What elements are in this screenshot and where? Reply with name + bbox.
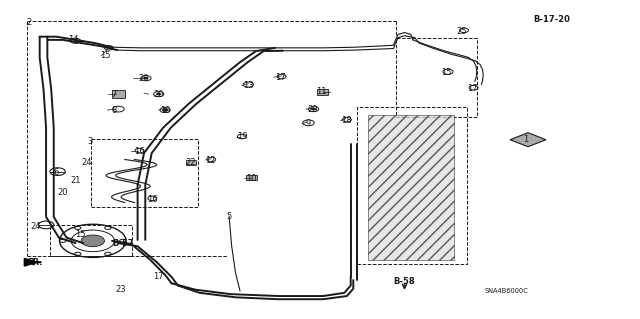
Text: 24: 24 [30,222,40,231]
Text: 15: 15 [442,68,452,77]
Text: 8: 8 [111,106,116,115]
Text: 1: 1 [524,135,529,144]
Text: 10: 10 [246,174,256,182]
Bar [246,175,257,180]
Text: 6: 6 [54,168,59,177]
Circle shape [81,235,104,247]
Text: 17: 17 [154,272,164,281]
Text: 11: 11 [316,87,326,96]
Text: 24: 24 [81,158,92,167]
Text: 17: 17 [275,73,285,82]
Circle shape [143,77,148,79]
Text: 25: 25 [457,27,467,36]
Bar [368,115,454,260]
Text: 2: 2 [26,18,31,27]
Text: B-57: B-57 [112,239,134,248]
Text: 9: 9 [306,119,311,128]
Polygon shape [510,133,546,147]
Text: 23: 23 [115,285,125,294]
Text: B-58: B-58 [394,277,415,286]
Text: 12: 12 [205,156,215,165]
Text: 22: 22 [186,158,196,167]
Text: 17: 17 [467,84,477,93]
Text: 16: 16 [147,195,157,204]
Text: 20: 20 [58,189,68,197]
Text: 18: 18 [342,116,352,125]
Text: 7: 7 [111,90,116,99]
Text: 15: 15 [100,51,111,60]
Text: FR.: FR. [27,258,42,267]
Text: SNA4B6000C: SNA4B6000C [485,288,529,294]
Text: 20: 20 [307,105,317,114]
Text: 3: 3 [87,137,92,146]
Circle shape [163,109,168,111]
Text: 20: 20 [139,74,149,83]
Text: 5: 5 [227,212,232,221]
Circle shape [311,108,316,110]
Text: 19: 19 [237,132,247,141]
Text: 15: 15 [75,230,85,239]
Text: 13: 13 [243,81,253,90]
Text: 16: 16 [134,147,145,156]
Text: 14: 14 [68,35,79,44]
Bar [186,160,196,165]
Bar [91,139,198,207]
Bar [317,89,328,95]
Text: B-17-20: B-17-20 [533,15,570,24]
Text: 19: 19 [160,106,170,115]
Bar [50,225,132,256]
Polygon shape [24,258,37,266]
Circle shape [156,93,161,95]
Text: 21: 21 [70,176,81,185]
Bar [112,90,125,98]
Bar [357,107,467,264]
Text: 20: 20 [154,90,164,99]
Bar [396,38,477,117]
